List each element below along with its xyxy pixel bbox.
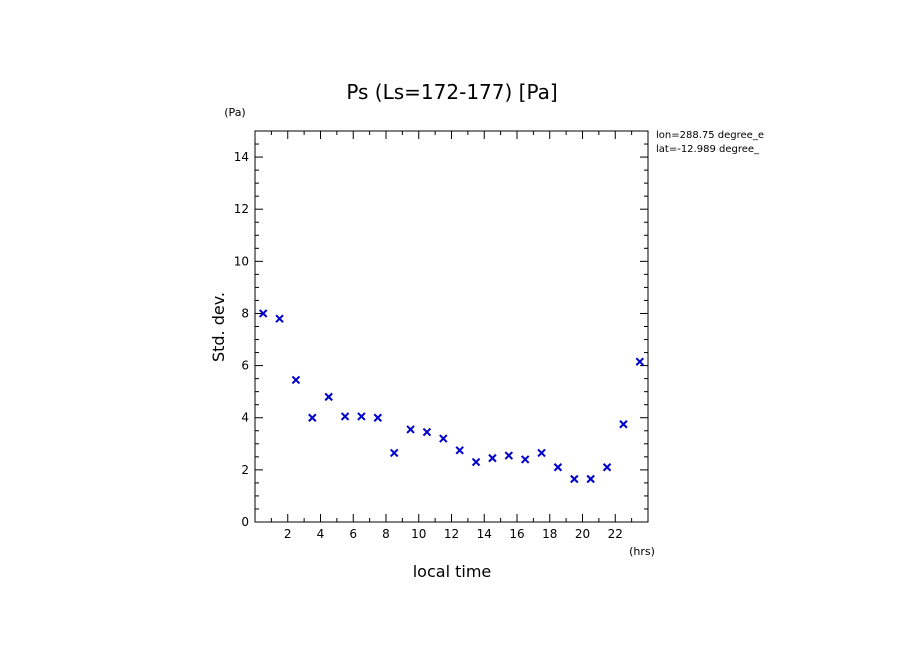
- data-point: [455, 446, 464, 455]
- data-point: [471, 457, 481, 467]
- data-point: [324, 392, 333, 402]
- x-tick-label: 22: [608, 527, 623, 541]
- info-lon: lon=288.75 degree_e: [656, 130, 764, 141]
- y-tick-label: 4: [241, 411, 249, 425]
- x-unit-label: (hrs): [629, 545, 655, 558]
- data-point: [340, 412, 350, 421]
- x-tick-label: 12: [444, 527, 459, 541]
- x-tick-label: 6: [349, 527, 357, 541]
- info-clip-mask: [780, 126, 904, 160]
- data-point: [406, 425, 415, 434]
- y-axis-label: Std. dev.: [209, 292, 228, 362]
- data-point: [373, 413, 383, 422]
- data-point: [537, 448, 546, 458]
- data-point: [439, 434, 448, 443]
- points-layer: [258, 309, 645, 484]
- y-tick-label: 6: [241, 359, 249, 373]
- x-tick-label: 10: [411, 527, 426, 541]
- y-unit-label: (Pa): [224, 106, 245, 119]
- data-point: [357, 412, 366, 421]
- data-point: [619, 420, 628, 429]
- x-axis-label: local time: [413, 562, 492, 581]
- x-tick-label: 20: [575, 527, 590, 541]
- x-tick-label: 2: [284, 527, 292, 541]
- data-point: [504, 451, 514, 460]
- data-point: [520, 455, 530, 464]
- x-tick-label: 4: [317, 527, 325, 541]
- plot-frame: [254, 130, 649, 523]
- data-point: [275, 314, 284, 323]
- data-point: [291, 375, 301, 385]
- data-point: [308, 413, 317, 422]
- chart-title: Ps (Ls=172-177) [Pa]: [346, 80, 557, 104]
- x-tick-label: 16: [509, 527, 524, 541]
- data-point: [258, 309, 268, 318]
- y-tick-label: 10: [234, 254, 249, 268]
- y-tick-label: 8: [241, 306, 249, 320]
- data-point: [488, 453, 497, 463]
- data-point: [422, 427, 432, 437]
- x-tick-label: 8: [382, 527, 390, 541]
- data-point: [553, 463, 563, 472]
- y-tick-label: 0: [241, 515, 249, 529]
- y-tick-label: 14: [234, 150, 249, 164]
- ticks-layer: 2 4 6 8 10 12 14 16 18 20 22 0 2 4 6 8 10 12 14: [234, 131, 648, 541]
- data-point: [570, 474, 579, 484]
- y-tick-label: 2: [241, 463, 249, 477]
- data-point: [602, 463, 612, 472]
- data-point: [586, 474, 595, 484]
- data-point: [635, 357, 645, 366]
- data-point: [389, 448, 399, 458]
- y-tick-label: 12: [234, 202, 249, 216]
- x-tick-label: 18: [542, 527, 557, 541]
- info-lat: lat=-12.989 degree_: [656, 144, 760, 155]
- x-tick-label: 14: [477, 527, 492, 541]
